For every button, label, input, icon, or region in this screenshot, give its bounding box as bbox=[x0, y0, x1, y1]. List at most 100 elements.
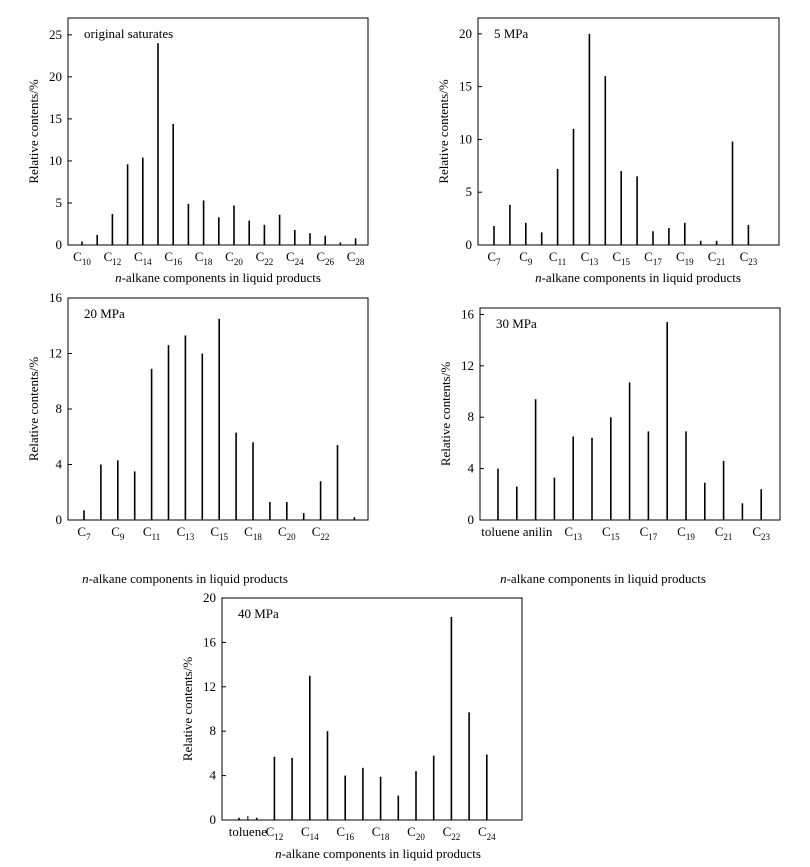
x-axis-label: n-alkane components in liquid products bbox=[115, 270, 321, 285]
x-tick-label: C20 bbox=[278, 524, 296, 542]
x-tick-subscript: 14 bbox=[310, 832, 320, 842]
x-tick-label: C17 bbox=[644, 249, 662, 267]
x-tick-base: C bbox=[301, 824, 310, 839]
x-tick-base: C bbox=[676, 249, 685, 264]
y-tick-label: 10 bbox=[459, 131, 472, 146]
x-axis-label-italic: n bbox=[115, 270, 122, 285]
x-tick-label: C13 bbox=[177, 524, 195, 542]
panel-title: original saturates bbox=[84, 26, 173, 41]
x-tick-subscript: 20 bbox=[234, 257, 244, 267]
x-tick-subscript: 18 bbox=[253, 532, 263, 542]
x-tick-label: C18 bbox=[244, 524, 262, 542]
y-axis-label: Relative contents/% bbox=[180, 657, 195, 762]
x-tick-label: toluene bbox=[229, 824, 267, 839]
x-tick-label: C23 bbox=[740, 249, 758, 267]
plot-frame bbox=[477, 17, 780, 246]
x-tick-subscript: 11 bbox=[152, 532, 161, 542]
x-axis-label-rest: -alkane components in liquid products bbox=[542, 270, 741, 285]
x-tick-base: C bbox=[752, 524, 761, 539]
x-tick-base: C bbox=[347, 249, 356, 264]
x-tick-subscript: 22 bbox=[451, 832, 460, 842]
x-tick-label: C11 bbox=[549, 249, 566, 267]
x-tick-label: C21 bbox=[708, 249, 726, 267]
x-tick-subscript: 20 bbox=[416, 832, 426, 842]
x-axis-label: n-alkane components in liquid products bbox=[535, 270, 741, 285]
x-tick-label: C16 bbox=[164, 249, 182, 267]
x-tick-subscript: 9 bbox=[120, 532, 125, 542]
x-tick-subscript: 12 bbox=[112, 257, 121, 267]
x-tick-subscript: 18 bbox=[380, 832, 390, 842]
x-tick-subscript: 18 bbox=[203, 257, 213, 267]
x-tick-label: C18 bbox=[195, 249, 213, 267]
y-tick-label: 12 bbox=[49, 346, 62, 361]
x-tick-subscript: 13 bbox=[589, 257, 599, 267]
x-tick-label: C13 bbox=[564, 524, 582, 542]
plot-frame bbox=[67, 297, 369, 521]
x-tick-label: C24 bbox=[286, 249, 304, 267]
x-tick-subscript: 23 bbox=[761, 532, 771, 542]
panel-title: 40 MPa bbox=[238, 606, 279, 621]
y-tick-label: 20 bbox=[203, 590, 216, 605]
y-tick-label: 16 bbox=[49, 290, 63, 305]
x-tick-base: C bbox=[640, 524, 649, 539]
y-tick-label: 0 bbox=[210, 812, 217, 827]
x-tick-base: C bbox=[581, 249, 590, 264]
x-tick-subscript: 15 bbox=[219, 532, 229, 542]
y-tick-label: 0 bbox=[466, 237, 473, 252]
x-tick-label: C12 bbox=[104, 249, 122, 267]
x-axis-label: n-alkane components in liquid products bbox=[500, 571, 706, 586]
x-tick-base: C bbox=[256, 249, 265, 264]
x-tick-subscript: 17 bbox=[648, 532, 658, 542]
x-axis-label-rest: -alkane components in liquid products bbox=[122, 270, 321, 285]
x-tick-base: C bbox=[487, 249, 496, 264]
x-axis-label-italic: n bbox=[275, 846, 282, 861]
x-tick-label: C22 bbox=[256, 249, 274, 267]
y-tick-label: 20 bbox=[459, 26, 472, 41]
y-tick-label: 10 bbox=[49, 153, 62, 168]
x-tick-label: C28 bbox=[347, 249, 365, 267]
y-tick-label: 4 bbox=[468, 461, 475, 476]
plot-frame bbox=[221, 597, 523, 821]
y-tick-label: 8 bbox=[210, 723, 217, 738]
y-tick-label: 25 bbox=[49, 27, 62, 42]
x-tick-subscript: 16 bbox=[345, 832, 355, 842]
x-tick-base: C bbox=[372, 824, 381, 839]
x-tick-base: C bbox=[564, 524, 573, 539]
x-tick-base: C bbox=[143, 524, 152, 539]
y-tick-label: 16 bbox=[203, 634, 217, 649]
x-tick-subscript: 13 bbox=[573, 532, 583, 542]
x-axis-label: n-alkane components in liquid products bbox=[82, 571, 288, 586]
y-tick-label: 12 bbox=[461, 358, 474, 373]
y-axis-label: Relative contents/% bbox=[436, 79, 451, 184]
x-tick-base: C bbox=[195, 249, 204, 264]
x-tick-base: C bbox=[478, 824, 487, 839]
y-tick-label: 0 bbox=[468, 512, 475, 527]
x-tick-base: C bbox=[278, 524, 287, 539]
x-tick-base: C bbox=[210, 524, 219, 539]
x-tick-subscript: 12 bbox=[274, 832, 283, 842]
x-tick-subscript: 24 bbox=[487, 832, 497, 842]
x-tick-label: toluene anilin bbox=[481, 524, 553, 539]
y-axis-label: Relative contents/% bbox=[26, 357, 41, 462]
y-tick-label: 0 bbox=[56, 237, 63, 252]
x-tick-subscript: 24 bbox=[295, 257, 305, 267]
x-tick-subscript: 9 bbox=[528, 257, 533, 267]
x-tick-label: C22 bbox=[443, 824, 461, 842]
y-tick-label: 8 bbox=[468, 409, 475, 424]
y-tick-label: 0 bbox=[56, 512, 63, 527]
x-tick-subscript: 28 bbox=[355, 257, 365, 267]
x-tick-base: C bbox=[73, 249, 82, 264]
y-tick-label: 8 bbox=[56, 401, 63, 416]
x-tick-subscript: 14 bbox=[143, 257, 153, 267]
x-tick-base: C bbox=[715, 524, 724, 539]
x-tick-label: C24 bbox=[478, 824, 496, 842]
x-tick-label: C15 bbox=[612, 249, 630, 267]
x-tick-label: C19 bbox=[677, 524, 695, 542]
x-tick-label: C7 bbox=[77, 524, 91, 542]
x-tick-base: C bbox=[612, 249, 621, 264]
